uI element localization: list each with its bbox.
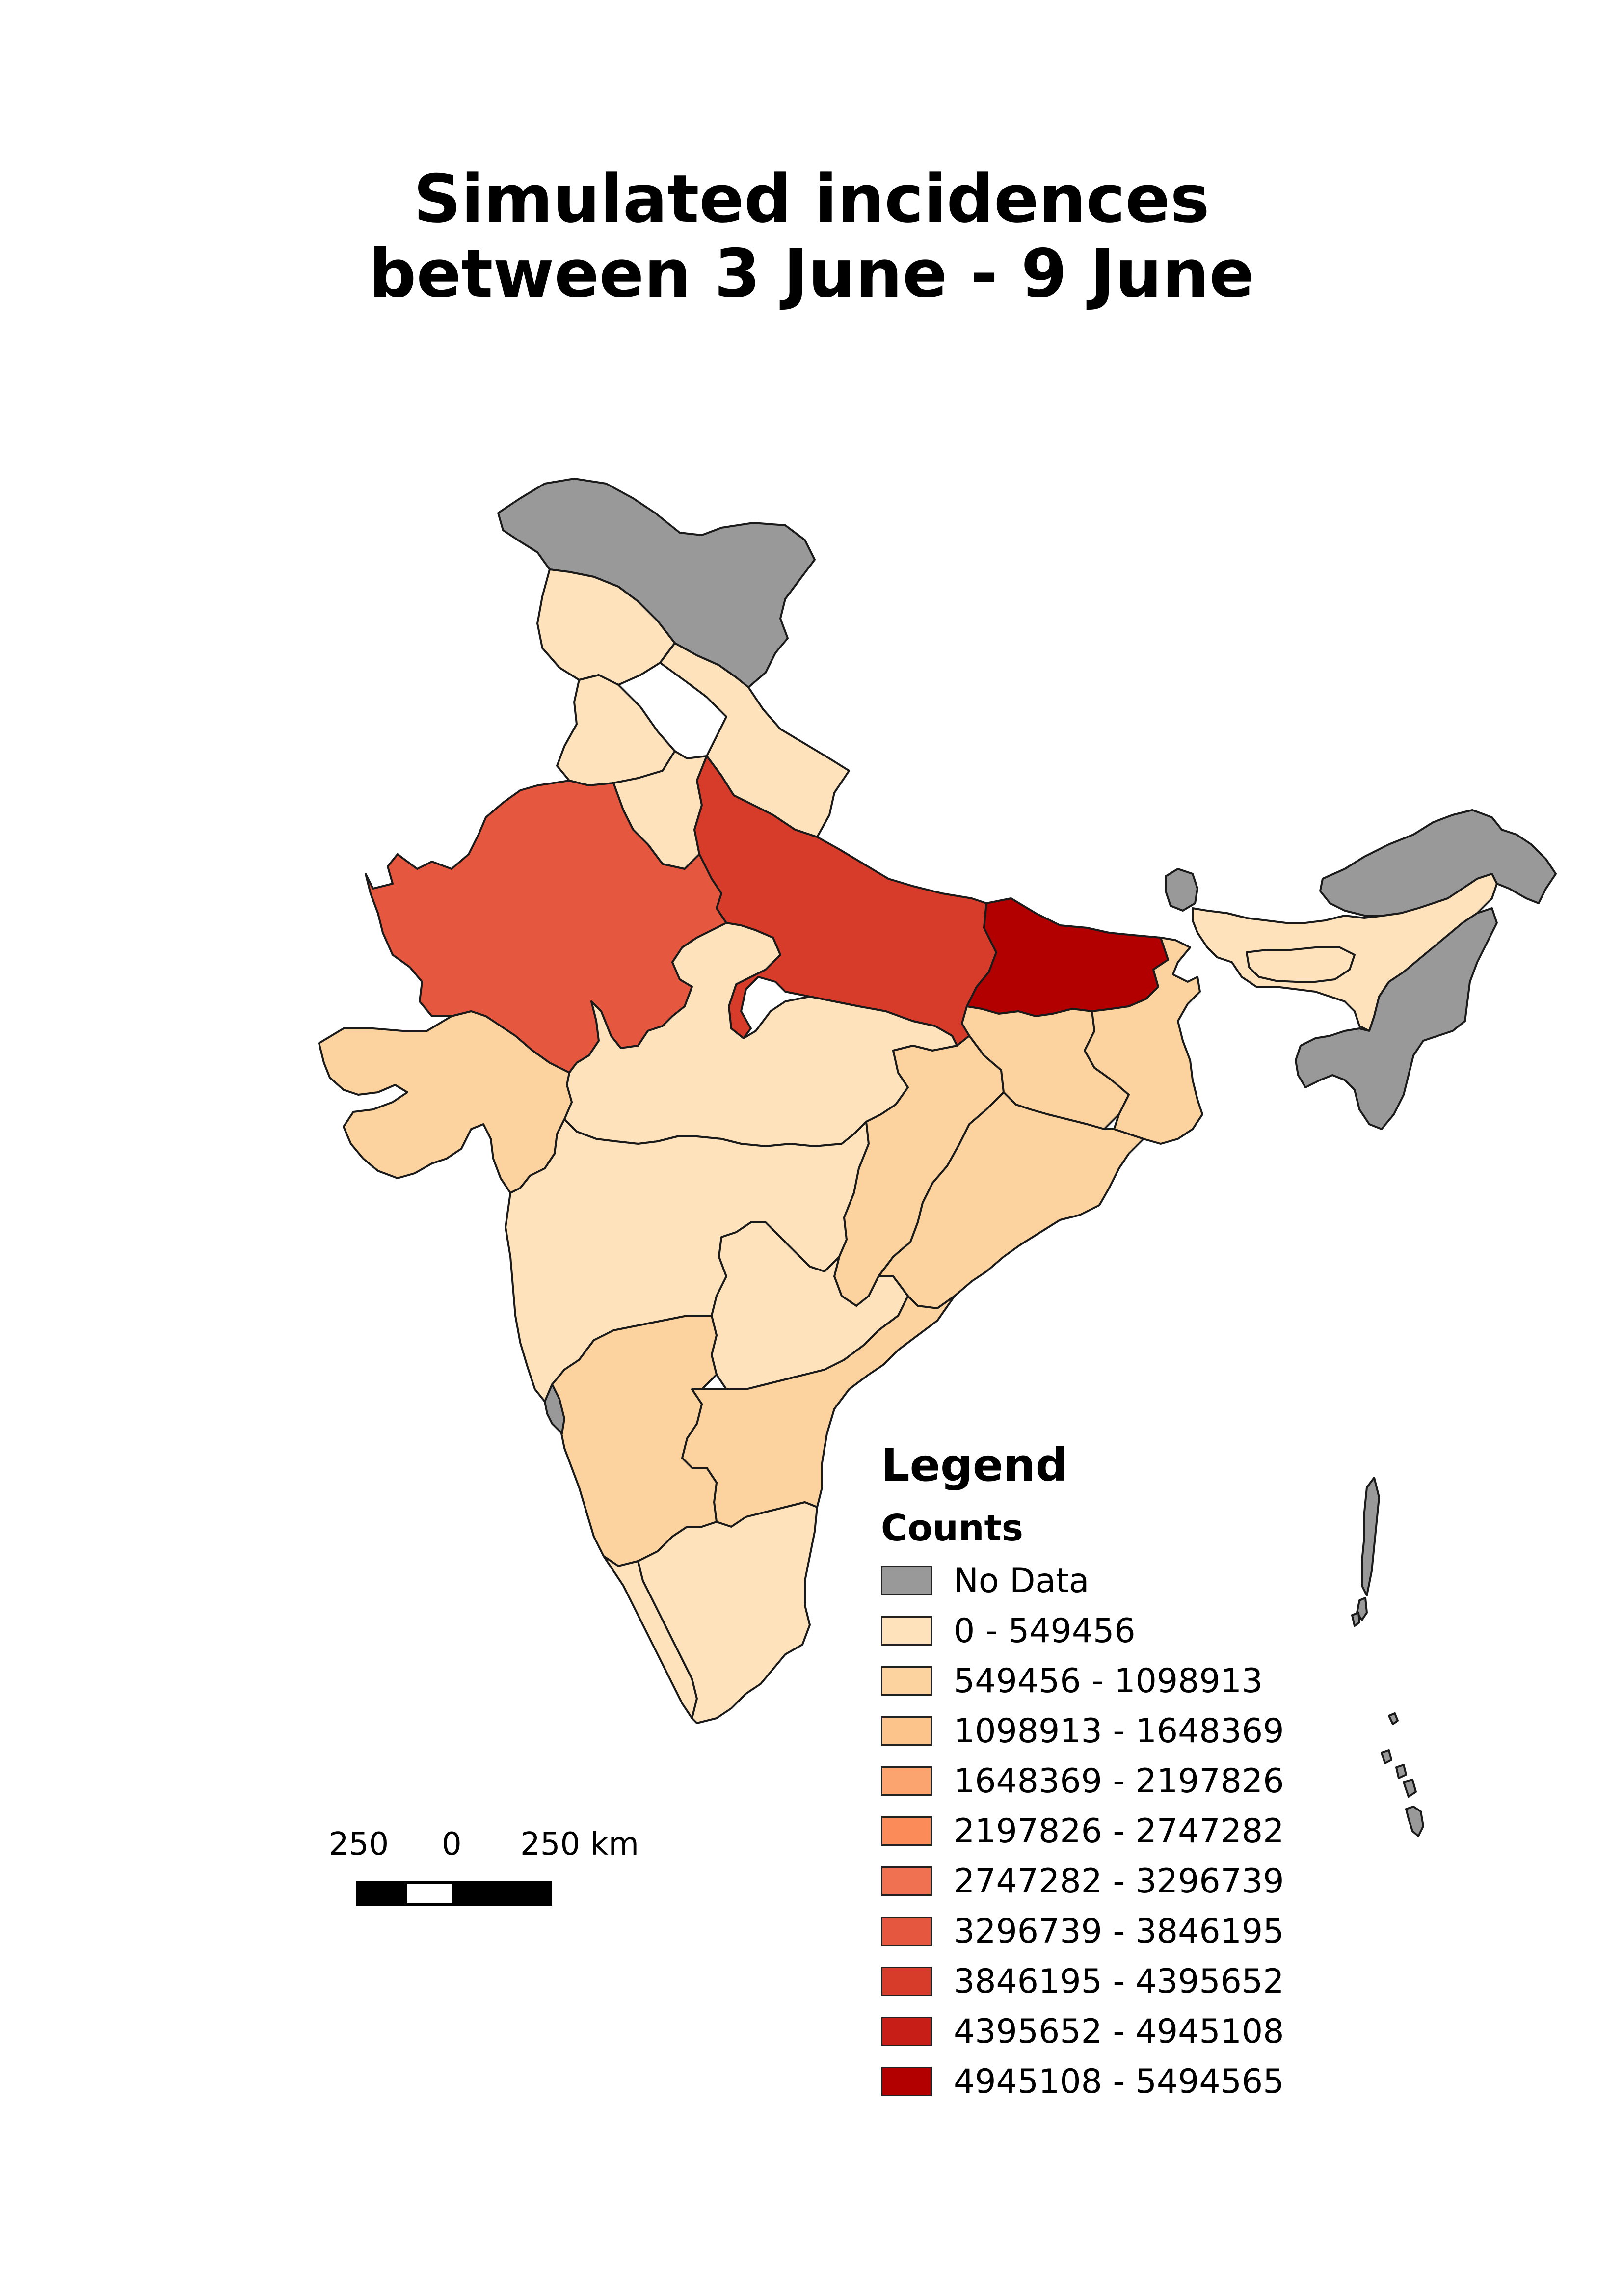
legend-item: No Data <box>881 1556 1323 1606</box>
region-andaman-nicobar <box>1395 1764 1407 1779</box>
scale-bar: 250 0 250 km <box>324 1826 667 1924</box>
legend-item: 1648369 - 2197826 <box>881 1756 1323 1806</box>
legend-label: 4945108 - 5494565 <box>954 2062 1284 2101</box>
region-odisha <box>878 1091 1144 1309</box>
legend-label: 3846195 - 4395652 <box>954 1962 1284 2001</box>
legend-subtitle: Counts <box>881 1507 1023 1549</box>
legend-label: 549456 - 1098913 <box>954 1661 1263 1701</box>
legend-swatch <box>881 1816 932 1846</box>
legend-label: 2747282 - 3296739 <box>954 1862 1284 1901</box>
region-punjab <box>556 674 676 786</box>
region-andaman-nicobar <box>1351 1612 1360 1627</box>
legend-swatch <box>881 1866 932 1896</box>
scale-segment-2 <box>405 1881 455 1906</box>
region-andaman-nicobar <box>1388 1712 1399 1725</box>
region-andaman-nicobar <box>1361 1477 1380 1596</box>
region-gujarat <box>318 1010 573 1194</box>
legend-item: 2747282 - 3296739 <box>881 1856 1323 1906</box>
region-tamil-nadu <box>637 1501 818 1724</box>
region-meghalaya <box>1246 946 1356 983</box>
legend-label: 2197826 - 2747282 <box>954 1811 1284 1851</box>
legend-label: 0 - 549456 <box>954 1611 1136 1650</box>
legend-item: 4395652 - 4945108 <box>881 2006 1323 2056</box>
map-title-line-2: between 3 June - 9 June <box>369 235 1254 312</box>
legend-title: Legend <box>881 1439 1068 1491</box>
legend-swatch <box>881 1566 932 1595</box>
legend-item: 549456 - 1098913 <box>881 1656 1323 1706</box>
region-sikkim <box>1165 868 1198 912</box>
region-andaman-nicobar <box>1405 1806 1424 1837</box>
region-himachal-pradesh <box>536 568 676 686</box>
region-west-bengal <box>1084 937 1203 1145</box>
region-andaman-nicobar <box>1381 1749 1392 1764</box>
legend-label: 3296739 - 3846195 <box>954 1912 1284 1951</box>
legend-item: 3846195 - 4395652 <box>881 1956 1323 2006</box>
legend-label: 1098913 - 1648369 <box>954 1711 1284 1751</box>
region-andaman-nicobar <box>1403 1779 1417 1798</box>
legend-swatch <box>881 2067 932 2096</box>
legend-swatch <box>881 1666 932 1696</box>
legend-swatch <box>881 1616 932 1646</box>
scale-label-left: 250 <box>329 1826 389 1863</box>
region-arunachal-pradesh <box>1319 809 1557 917</box>
legend-label: 4395652 - 4945108 <box>954 2012 1284 2051</box>
legend-label: 1648369 - 2197826 <box>954 1761 1284 1801</box>
legend-label: No Data <box>954 1561 1090 1600</box>
region-goa <box>544 1383 565 1434</box>
legend-item: 0 - 549456 <box>881 1606 1323 1656</box>
map-title: Simulated incidences between 3 June - 9 … <box>0 162 1623 311</box>
scale-label-right: 250 km <box>520 1826 639 1863</box>
scale-segment-3 <box>454 1881 552 1906</box>
legend-item: 4945108 - 5494565 <box>881 2056 1323 2107</box>
map-legend: Legend Counts No Data 0 - 549456 549456 … <box>881 1441 1323 2107</box>
region-karnataka <box>551 1315 718 1567</box>
map-title-line-1: Simulated incidences <box>413 161 1210 238</box>
legend-swatch <box>881 1716 932 1746</box>
region-uttar-pradesh <box>693 755 997 1047</box>
legend-item: 2197826 - 2747282 <box>881 1806 1323 1856</box>
legend-swatch <box>881 1917 932 1946</box>
legend-swatch <box>881 1967 932 1996</box>
legend-swatch <box>881 2017 932 2046</box>
legend-swatch <box>881 1766 932 1796</box>
legend-item: 3296739 - 3846195 <box>881 1906 1323 1956</box>
region-northeast-south <box>1295 907 1498 1130</box>
region-bihar <box>966 897 1176 1017</box>
legend-item: 1098913 - 1648369 <box>881 1706 1323 1756</box>
scale-label-zero: 0 <box>442 1826 462 1863</box>
scale-segment-1 <box>356 1881 406 1906</box>
